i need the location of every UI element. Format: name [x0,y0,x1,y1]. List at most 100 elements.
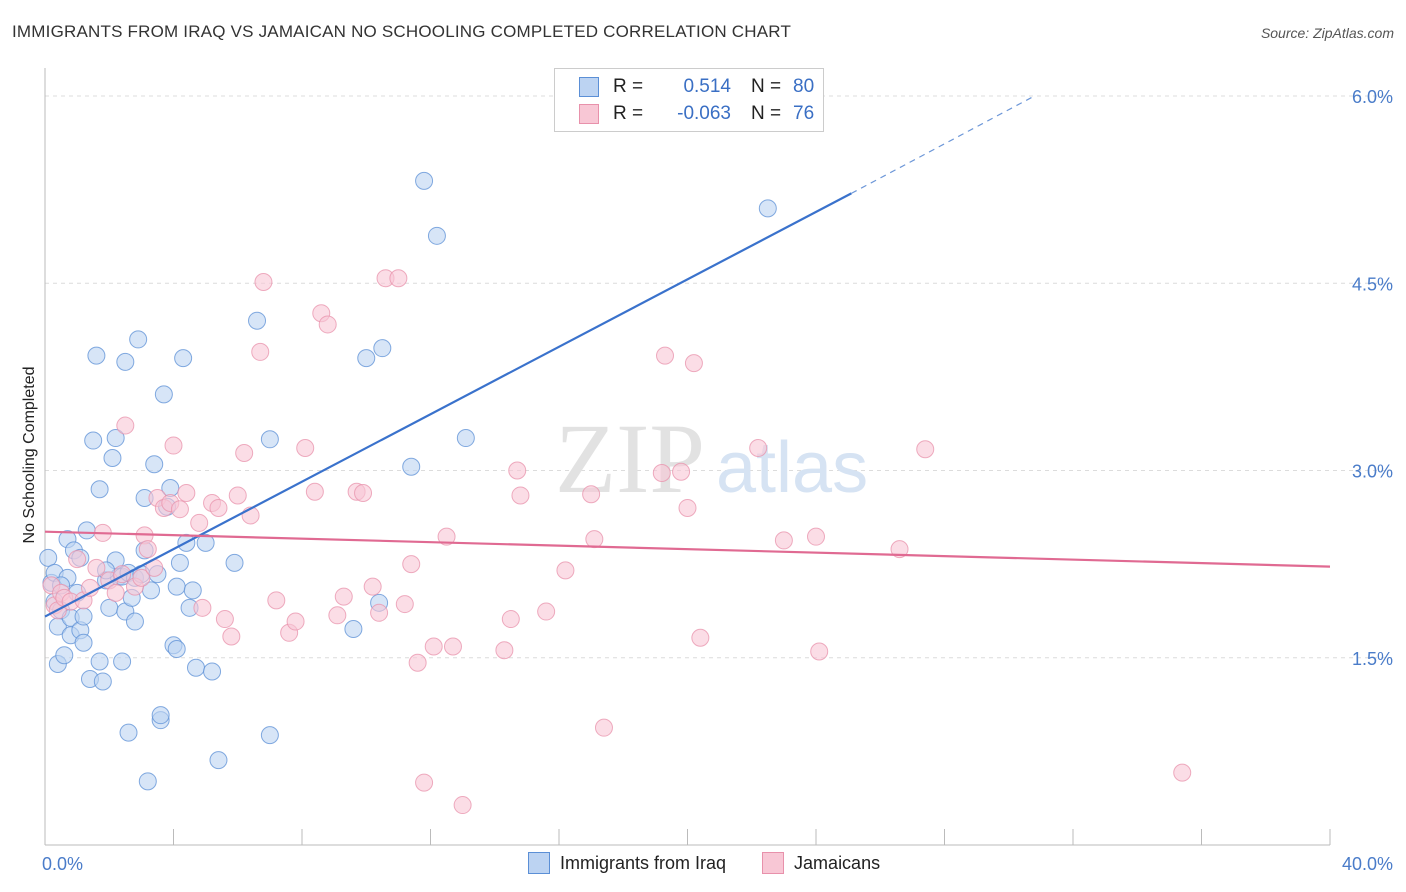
legend-label-jamaicans: Jamaicans [794,852,881,873]
jamaicans-point [508,461,527,480]
jamaicans-point [495,641,514,660]
jamaicans-point [395,595,414,614]
iraq-point [186,658,205,677]
iraq-point [758,199,777,218]
x-tick-label: 0.0% [42,854,83,874]
iraq-point [129,330,148,349]
jamaicans-point [437,527,456,546]
jamaicans-point [402,555,421,574]
legend-label-iraq: Immigrants from Iraq [560,852,727,873]
y-tick-label: 4.5% [1352,274,1393,294]
iraq-point [203,662,222,681]
legend-item-iraq[interactable]: Immigrants from Iraq [528,852,726,874]
iraq-point [248,311,267,330]
r-value: -0.063 [677,103,731,124]
axes [44,68,1331,846]
jamaicans-point [810,642,829,661]
jamaicans-point [116,416,135,435]
iraq-point [170,553,189,572]
jamaicans-point [582,485,601,504]
jamaicans-point [138,540,157,559]
iraq-point [74,607,93,626]
iraq-point [357,349,376,368]
iraq-point [209,751,228,770]
legend-row-jamaicans: R = -0.063 N = 76 [579,102,814,126]
source-label: Source: ZipAtlas.com [1260,25,1394,41]
iraq-point [225,553,244,572]
watermark-zip: ZIP [555,403,705,514]
jamaicans-point [890,540,909,559]
n-label: N = [751,103,782,124]
iraq-point [100,598,119,617]
iraq-point [183,581,202,600]
jamaicans-point [370,603,389,622]
jamaicans-point [267,591,286,610]
jamaicans-point [318,315,337,334]
legend-swatch-iraq [528,852,550,874]
jamaicans-point [389,269,408,288]
n-value: 76 [793,103,815,124]
y-tick-label: 3.0% [1352,462,1393,482]
iraq-point [93,672,112,691]
jamaicans-point [684,354,703,373]
y-axis-title: No Schooling Completed [21,367,38,544]
iraq-point [196,533,215,552]
iraq-point [84,431,103,450]
iraq-point [456,429,475,448]
jamaicans-point [585,530,604,549]
jamaicans-point [164,436,183,455]
jamaicans-point [916,440,935,459]
y-tick-label: 1.5% [1352,649,1393,669]
iraq-point [415,171,434,190]
jamaicans-point [235,444,254,463]
legend-item-jamaicans[interactable]: Jamaicans [762,852,880,874]
iraq-point [167,577,186,596]
watermark-atlas: atlas [716,428,868,508]
jamaicans-point [170,500,189,519]
jamaicans-point [334,587,353,606]
iraq-point [55,646,74,665]
jamaicans-point [228,486,247,505]
iraq-point [260,726,279,745]
gridlines [45,95,1392,659]
jamaicans-point [286,612,305,631]
iraq-point [344,620,363,639]
jamaicans-point [807,527,825,546]
jamaicans-point [408,653,427,672]
iraq-point [103,449,122,468]
jamaicans-trend-line [44,530,1331,568]
iraq-trend-line [44,192,852,618]
iraq-point [427,226,446,245]
iraq-point [151,706,170,725]
r-label: R = [613,76,644,97]
jamaicans-point [177,483,196,502]
x-tick-label: 40.0% [1342,854,1393,874]
jamaicans-point [87,558,106,577]
legend-swatch-jamaicans [579,104,599,124]
iraq-point [90,480,109,499]
jamaicans-point [556,561,575,580]
jamaicans-point [254,273,273,292]
jamaicans-point [656,346,675,365]
jamaicans-point [652,463,671,482]
jamaicans-point [363,577,382,596]
jamaicans-point [106,583,125,602]
iraq-point [154,385,173,404]
r-value: 0.514 [683,76,731,97]
jamaicans-point [453,796,472,815]
n-value: 80 [793,76,815,97]
iraq-point [116,352,135,371]
tick-labels: 1.5% 3.0% 4.5% 6.0% 0.0% 40.0% [42,87,1393,874]
iraq-point [138,772,157,791]
jamaicans-point [443,637,462,656]
jamaicans-point [354,483,373,502]
jamaicans-point [209,498,228,517]
jamaicans-point [678,498,697,517]
jamaicans-point [132,568,151,587]
jamaicans-point [672,462,691,481]
legend-swatch-iraq [579,77,599,97]
iraq-point [125,612,144,631]
iraq-point [174,349,193,368]
jamaicans-point [305,482,324,501]
jamaicans-point [501,610,520,629]
